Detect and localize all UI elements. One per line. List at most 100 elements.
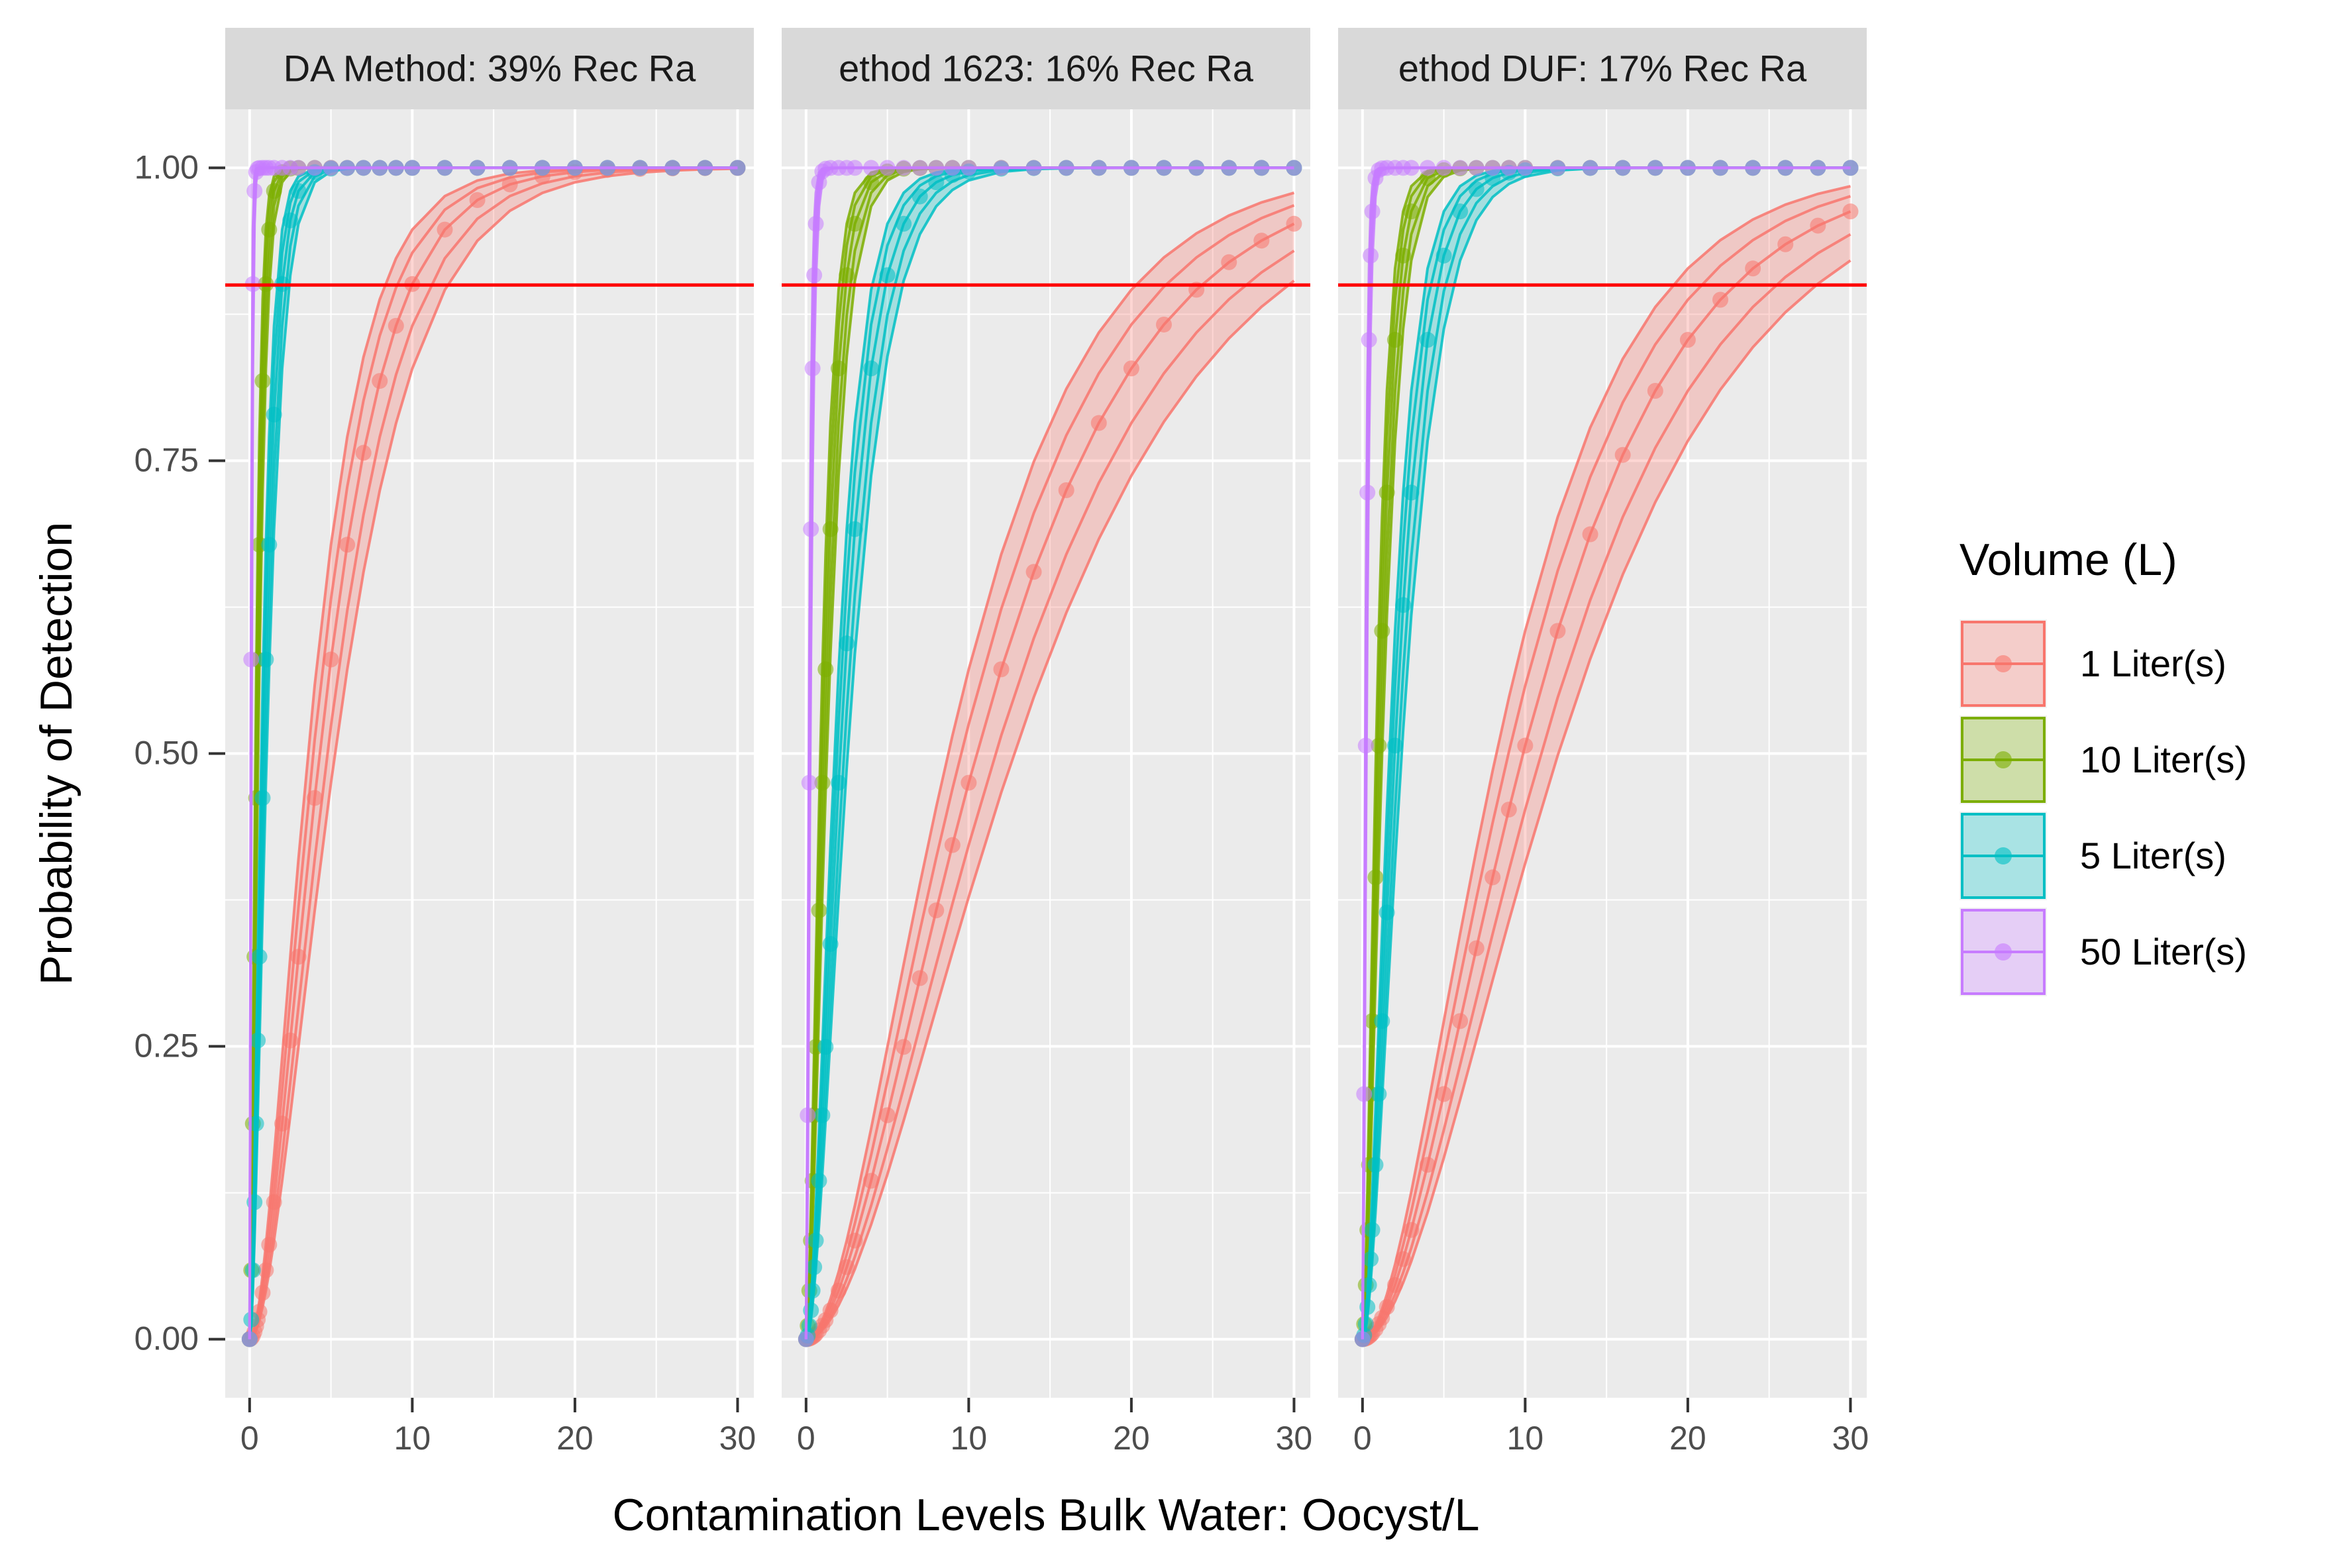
x-tick-label: 20 xyxy=(1113,1420,1150,1457)
data-point xyxy=(388,317,404,334)
data-point xyxy=(1614,160,1631,176)
data-point xyxy=(1500,802,1517,818)
data-point xyxy=(307,790,323,806)
data-point xyxy=(1842,203,1859,220)
data-point xyxy=(1647,383,1663,399)
legend-item: 1 Liter(s) xyxy=(1959,619,2226,708)
confidence-band xyxy=(249,168,738,1339)
data-point xyxy=(1679,160,1696,176)
data-point xyxy=(830,1282,847,1299)
data-point xyxy=(879,160,896,176)
data-point xyxy=(944,837,961,853)
x-tick-label: 20 xyxy=(1669,1420,1706,1457)
data-point xyxy=(830,774,847,791)
data-point xyxy=(1379,1299,1395,1316)
data-point xyxy=(993,160,1010,176)
data-point xyxy=(1395,247,1412,264)
data-point xyxy=(1679,332,1696,348)
data-point xyxy=(817,1039,834,1055)
data-point xyxy=(814,1107,831,1124)
y-tick-label: 0.50 xyxy=(134,735,199,772)
series-50-liter xyxy=(241,160,746,1347)
data-point xyxy=(1485,160,1501,176)
y-tick-label: 1.00 xyxy=(134,148,199,185)
data-point xyxy=(1549,623,1566,639)
data-point xyxy=(243,651,260,668)
data-point xyxy=(501,160,518,176)
data-point xyxy=(1156,316,1173,333)
data-point xyxy=(246,183,263,199)
facet-strip-label: DA Method: 39% Rec Ra xyxy=(284,48,696,89)
data-point xyxy=(323,651,339,668)
data-point xyxy=(1582,526,1598,543)
data-point xyxy=(944,160,961,176)
data-point xyxy=(847,215,863,232)
data-point xyxy=(1842,160,1859,176)
data-point xyxy=(1435,1086,1452,1102)
data-point xyxy=(1374,623,1390,639)
data-point xyxy=(258,651,274,668)
data-point xyxy=(1403,1222,1420,1238)
y-tick-label: 0.25 xyxy=(134,1027,199,1065)
y-axis: 0.00 0.25 0.50 0.75 1.00 Probability of Detec… xyxy=(31,148,225,1357)
data-point xyxy=(1549,160,1566,176)
data-point xyxy=(993,661,1010,678)
data-point xyxy=(1403,484,1420,501)
facet-panel: ethod DUF: 17% Rec Ra 0 10 20 30 xyxy=(1338,28,1869,1457)
data-point xyxy=(258,1262,274,1279)
data-point xyxy=(600,160,616,176)
data-point xyxy=(806,1259,823,1275)
data-point xyxy=(1188,160,1205,176)
data-point xyxy=(323,160,339,176)
data-point xyxy=(1517,737,1534,754)
data-point xyxy=(1500,160,1517,176)
data-point xyxy=(1354,1331,1371,1347)
data-point xyxy=(632,160,649,176)
y-axis-title: Probability of Detection xyxy=(31,522,81,985)
data-point xyxy=(1123,360,1139,377)
data-point xyxy=(1123,160,1139,176)
data-point xyxy=(339,160,356,176)
data-point xyxy=(1420,1157,1436,1173)
facet-strip xyxy=(1338,28,1867,109)
data-point xyxy=(290,160,307,176)
data-point xyxy=(437,221,453,238)
data-point xyxy=(388,160,404,176)
legend-key-point xyxy=(1995,943,2012,961)
data-point xyxy=(801,1318,817,1334)
data-point xyxy=(1435,247,1452,264)
data-point xyxy=(243,1312,260,1328)
data-point xyxy=(254,1284,271,1301)
data-point xyxy=(501,176,518,193)
data-point xyxy=(912,188,928,205)
data-point xyxy=(811,1173,827,1189)
data-point xyxy=(801,774,817,791)
data-point xyxy=(1058,482,1074,499)
data-point xyxy=(1221,160,1237,176)
data-point xyxy=(469,191,486,208)
data-point xyxy=(1403,203,1420,220)
data-point xyxy=(266,1194,282,1210)
data-point xyxy=(282,212,299,229)
data-point xyxy=(1374,1013,1390,1029)
data-point xyxy=(847,521,863,537)
data-point xyxy=(372,373,388,390)
data-point xyxy=(1403,160,1420,176)
data-point xyxy=(1286,215,1302,232)
data-point xyxy=(847,160,863,176)
data-point xyxy=(1614,446,1631,463)
data-point xyxy=(244,1262,261,1279)
data-point xyxy=(1359,484,1376,501)
data-point xyxy=(928,902,945,919)
data-point xyxy=(290,949,307,965)
data-point xyxy=(822,1302,839,1319)
data-point xyxy=(469,160,486,176)
data-point xyxy=(404,160,421,176)
data-point xyxy=(266,406,282,423)
legend-item-label: 50 Liter(s) xyxy=(2080,931,2247,972)
legend: Volume (L) 1 Liter(s) 10 Liter(s) 5 Liter(s… xyxy=(1959,535,2247,996)
data-point xyxy=(1745,260,1761,277)
data-point xyxy=(1420,332,1436,348)
data-point xyxy=(1386,1277,1403,1293)
